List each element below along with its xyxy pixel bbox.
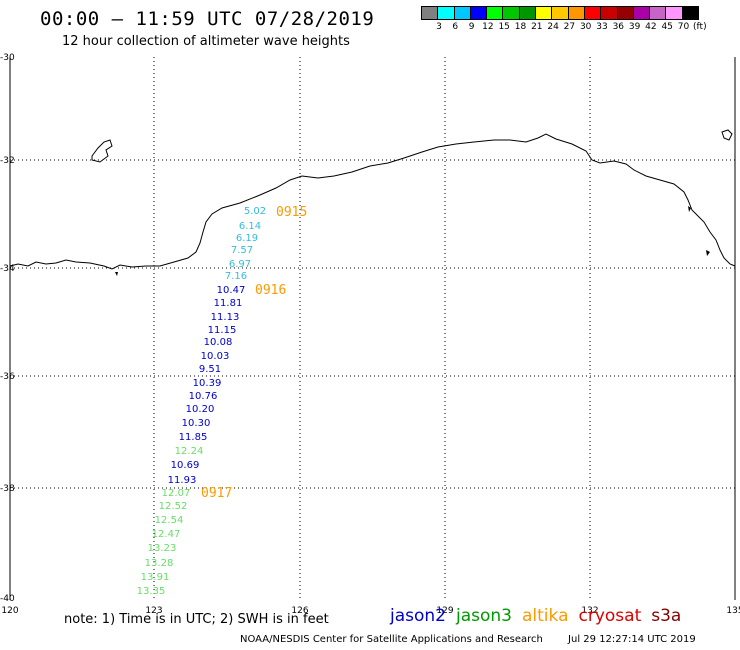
color-scale-label: 3 [436, 22, 442, 32]
credit-text: NOAA/NESDIS Center for Satellite Applica… [240, 634, 543, 645]
swh-observations: 5.02 6.146.197.57 6.977.16 10.47 11.81 11.13 1… [137, 206, 266, 597]
satellite-jason3: jason3 [456, 606, 512, 626]
color-scale-label: 42 [645, 22, 657, 32]
swh-value: 13.23 [148, 543, 177, 554]
color-scale-label: 6 [452, 22, 459, 32]
satellite-s3a: s3a [651, 606, 682, 626]
swh-value: 13.28 [145, 558, 174, 569]
color-scale-label: 15 [498, 22, 510, 32]
swh-value: 10.20 [186, 404, 215, 415]
longitude-label: 123 [145, 606, 162, 616]
swh-value: 11.15 [208, 325, 237, 336]
footer-credit: NOAA/NESDIS Center for Satellite Applica… [240, 634, 718, 645]
latitude-label: -30 [0, 53, 15, 63]
island-east [721, 129, 733, 141]
swh-value: 11.85 [179, 432, 208, 443]
longitude-labels: 120 123 126 129 132 135 [1, 606, 740, 616]
swh-value: 12.24 [175, 446, 204, 457]
longitude-label: 132 [581, 606, 598, 616]
color-scale-label: 33 [596, 22, 608, 32]
swh-value: 13.35 [137, 586, 166, 597]
color-scale-label: 9 [468, 22, 475, 32]
latitude-label: -38 [0, 484, 15, 494]
latitude-labels: -30 -32 -34 -36 -38 -40 [0, 53, 15, 604]
satellite-legend: jason2 jason3 altika cryosat s3a [390, 606, 691, 626]
swh-value: 10.47 [217, 285, 246, 296]
color-scale-label: 70 [677, 22, 690, 32]
longitude-label: 120 [1, 606, 18, 616]
satellite-altika: altika [522, 606, 569, 626]
swh-value: 6.19 [236, 233, 258, 244]
swh-value: 6.14 [239, 221, 261, 232]
satellite-cryosat: cryosat [578, 606, 642, 626]
swh-value: 11.81 [214, 298, 243, 309]
color-scale-label: (ft) [693, 22, 707, 32]
pass-time-label: 0915 [276, 205, 307, 220]
swh-value: 13.91 [141, 572, 170, 583]
swh-value: 11.93 [168, 475, 197, 486]
pass-time-label: 0917 [201, 486, 232, 501]
island-dot-3 [688, 206, 691, 212]
swh-value: 12.52 [159, 501, 188, 512]
color-scale-label: 36 [612, 22, 625, 32]
color-scale-label: 12 [482, 22, 494, 32]
color-scale-label: 39 [628, 22, 641, 32]
latitude-label: -36 [0, 372, 15, 382]
swh-value: 10.30 [182, 418, 211, 429]
longitude-label: 129 [436, 606, 453, 616]
color-scale-label: 30 [579, 22, 592, 32]
latitude-label: -34 [0, 264, 15, 274]
island-recherche [91, 139, 113, 163]
longitude-label: 126 [291, 606, 308, 616]
swh-value: 10.39 [193, 378, 222, 389]
island-dot-2 [706, 250, 710, 256]
generated-time: Jul 29 12:27:14 UTC 2019 [568, 634, 696, 645]
color-scale-label: 27 [563, 22, 576, 32]
color-scale-bar [421, 6, 700, 20]
color-scale-label: 18 [514, 22, 527, 32]
color-scale-label: 21 [531, 22, 543, 32]
pass-time-label: 0916 [255, 283, 286, 298]
australia-coastline [9, 133, 736, 270]
swh-value: 12.47 [152, 529, 181, 540]
graticule [10, 57, 735, 600]
swh-value: 9.51 [199, 364, 221, 375]
units-note: note: 1) Time is in UTC; 2) SWH is in fe… [64, 612, 329, 627]
swh-value: 7.16 [225, 271, 247, 282]
swh-value: 10.76 [189, 391, 218, 402]
swh-value: 12.07 [162, 488, 191, 499]
color-swatch [681, 6, 700, 20]
swh-value: 10.08 [204, 337, 233, 348]
swh-value: 7.57 [231, 245, 253, 256]
map-title: 00:00 – 11:59 UTC 07/28/2019 [40, 8, 375, 30]
latitude-label: -32 [0, 156, 15, 166]
color-scale-labels: 3 6 9 12 15 18 21 24 27 30 33 36 39 42 45 70 (ft) [422, 22, 740, 36]
swh-value: 12.54 [155, 515, 184, 526]
swh-value: 10.03 [201, 351, 230, 362]
color-scale-label: 24 [547, 22, 559, 32]
pass-times: 0915 0916 0917 [201, 205, 307, 501]
color-scale-label: 45 [661, 22, 673, 32]
latitude-label: -40 [0, 594, 15, 604]
swh-value: 10.69 [171, 460, 200, 471]
satellite-jason2: jason2 [390, 606, 446, 626]
swh-value: 11.13 [211, 312, 240, 323]
map-frame [9, 57, 736, 600]
island-dot-1 [115, 272, 118, 276]
map-subtitle: 12 hour collection of altimeter wave hei… [62, 34, 350, 49]
swh-value: 6.97 [229, 259, 251, 270]
swh-value: 5.02 [244, 206, 266, 217]
longitude-label: 135 [726, 606, 740, 616]
